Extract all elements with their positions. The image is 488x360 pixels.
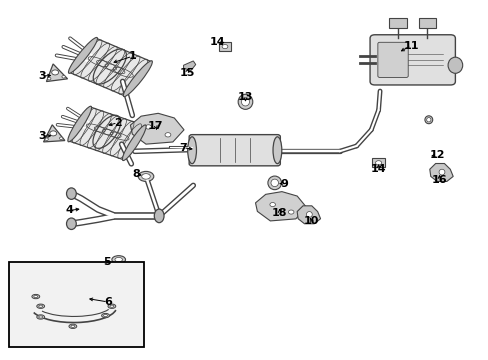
Ellipse shape: [306, 212, 312, 217]
Ellipse shape: [34, 296, 38, 298]
Ellipse shape: [103, 315, 107, 317]
Polygon shape: [297, 206, 320, 224]
FancyBboxPatch shape: [369, 35, 454, 85]
Text: 4: 4: [65, 206, 73, 216]
Text: 17: 17: [148, 121, 163, 131]
Ellipse shape: [238, 94, 252, 109]
Text: 14: 14: [370, 164, 386, 174]
Polygon shape: [130, 113, 183, 144]
Polygon shape: [183, 61, 195, 71]
Text: 3: 3: [38, 131, 46, 141]
Ellipse shape: [115, 257, 122, 262]
Ellipse shape: [62, 76, 65, 78]
Ellipse shape: [375, 161, 381, 165]
Ellipse shape: [110, 305, 114, 307]
Ellipse shape: [447, 57, 462, 73]
Text: 12: 12: [428, 150, 444, 160]
Ellipse shape: [39, 305, 42, 307]
Polygon shape: [69, 38, 151, 96]
Ellipse shape: [424, 116, 432, 124]
Text: 9: 9: [280, 179, 288, 189]
Polygon shape: [255, 192, 306, 221]
Ellipse shape: [45, 138, 48, 140]
Polygon shape: [43, 125, 65, 142]
Text: 10: 10: [304, 216, 319, 226]
Ellipse shape: [187, 137, 196, 164]
Ellipse shape: [288, 210, 293, 214]
FancyBboxPatch shape: [377, 42, 407, 77]
Ellipse shape: [164, 133, 170, 137]
Ellipse shape: [138, 171, 154, 181]
Ellipse shape: [122, 125, 146, 161]
Ellipse shape: [69, 324, 77, 328]
Ellipse shape: [68, 37, 97, 73]
Ellipse shape: [145, 125, 151, 129]
Text: 8: 8: [132, 168, 140, 179]
Ellipse shape: [270, 179, 278, 186]
Text: 14: 14: [209, 37, 225, 47]
Ellipse shape: [154, 209, 163, 223]
Ellipse shape: [39, 316, 42, 318]
Polygon shape: [46, 64, 67, 82]
Ellipse shape: [66, 218, 76, 229]
Ellipse shape: [66, 188, 76, 199]
Ellipse shape: [60, 137, 63, 140]
Ellipse shape: [32, 294, 40, 299]
Ellipse shape: [272, 137, 281, 164]
Ellipse shape: [142, 174, 150, 179]
FancyBboxPatch shape: [9, 262, 143, 347]
Text: 16: 16: [431, 175, 447, 185]
Ellipse shape: [102, 314, 109, 318]
Ellipse shape: [108, 304, 116, 309]
Text: 1: 1: [128, 51, 136, 61]
Text: 11: 11: [403, 41, 418, 50]
Ellipse shape: [269, 203, 275, 207]
Polygon shape: [429, 163, 452, 181]
Bar: [371, 158, 385, 167]
Ellipse shape: [267, 176, 281, 190]
Polygon shape: [69, 107, 145, 160]
Text: 15: 15: [179, 68, 194, 78]
Ellipse shape: [438, 169, 444, 175]
Ellipse shape: [112, 256, 125, 264]
Ellipse shape: [52, 70, 59, 75]
Text: 7: 7: [179, 143, 187, 153]
Text: 2: 2: [114, 118, 122, 128]
Bar: [388, 18, 406, 28]
Bar: [418, 18, 435, 28]
Ellipse shape: [71, 325, 75, 327]
Text: 3: 3: [38, 71, 46, 81]
Ellipse shape: [47, 77, 51, 80]
Ellipse shape: [37, 304, 44, 309]
Ellipse shape: [68, 106, 91, 142]
Text: 5: 5: [103, 257, 111, 267]
Ellipse shape: [37, 315, 44, 319]
Text: 6: 6: [104, 297, 112, 307]
Ellipse shape: [123, 61, 152, 96]
Ellipse shape: [50, 131, 57, 136]
Bar: [218, 42, 231, 51]
Text: 13: 13: [237, 92, 253, 102]
Ellipse shape: [241, 98, 249, 106]
Ellipse shape: [426, 118, 430, 122]
Text: 18: 18: [271, 208, 287, 218]
FancyBboxPatch shape: [189, 135, 280, 166]
Ellipse shape: [222, 45, 227, 49]
